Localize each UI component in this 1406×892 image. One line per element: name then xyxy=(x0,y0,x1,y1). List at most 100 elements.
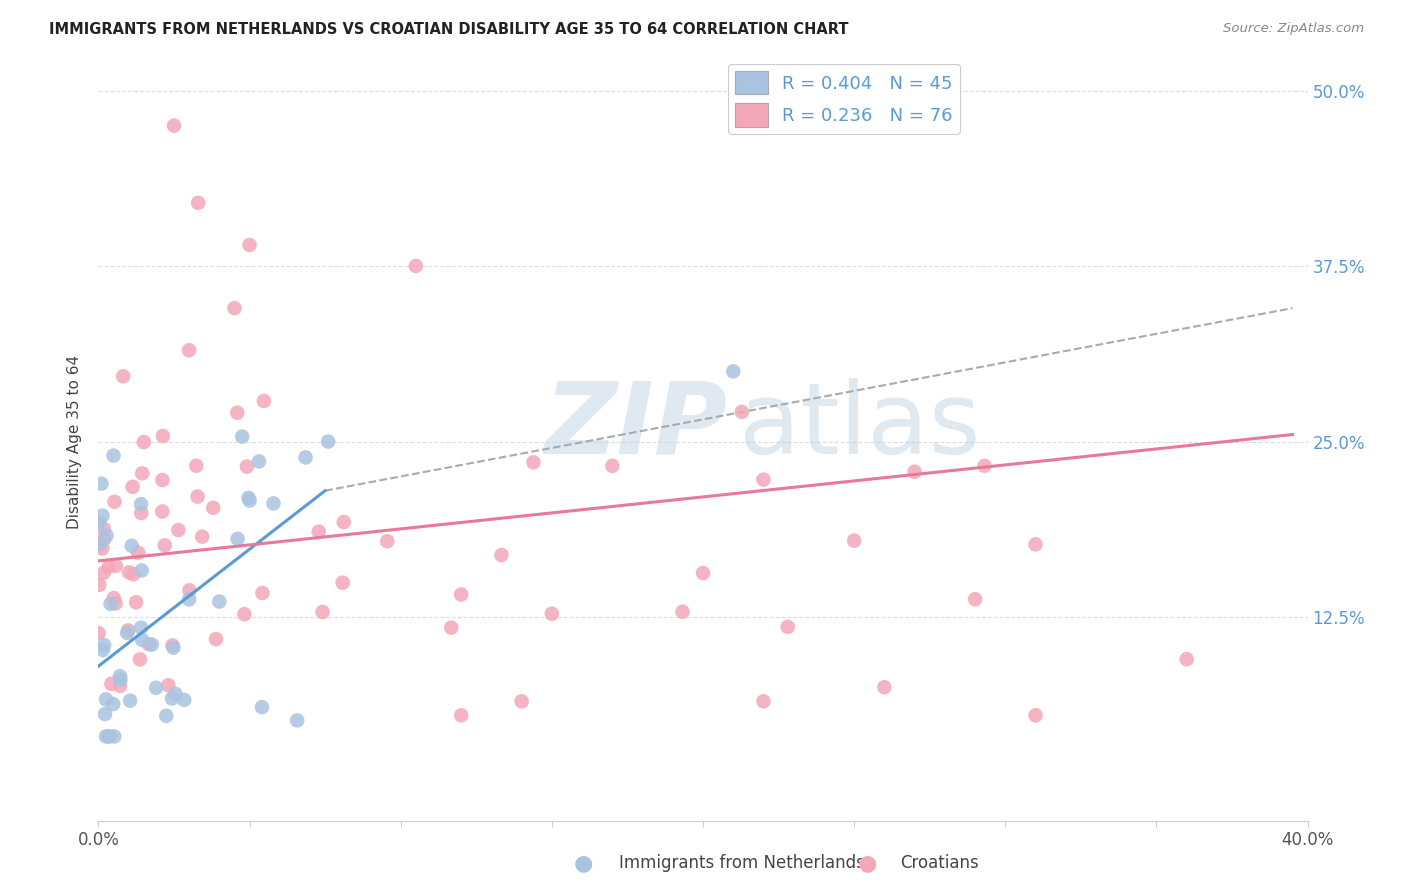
Immigrants from Netherlands xyxy=(250,700,273,714)
Croatians xyxy=(844,533,866,548)
Croatians xyxy=(332,575,354,590)
Immigrants from Netherlands xyxy=(247,454,270,468)
Croatians xyxy=(179,343,201,358)
Croatians xyxy=(91,541,114,556)
Croatians xyxy=(202,500,225,515)
Text: ●: ● xyxy=(574,854,593,873)
Croatians xyxy=(153,538,176,552)
Croatians xyxy=(127,546,149,560)
Immigrants from Netherlands xyxy=(103,449,125,463)
Immigrants from Netherlands xyxy=(129,621,152,635)
Immigrants from Netherlands xyxy=(160,691,183,706)
Croatians xyxy=(87,626,110,640)
Croatians xyxy=(239,238,262,252)
Immigrants from Netherlands xyxy=(89,516,111,530)
Immigrants from Netherlands xyxy=(723,364,745,378)
Immigrants from Netherlands xyxy=(208,594,231,608)
Croatians xyxy=(108,679,131,693)
Croatians xyxy=(104,596,127,610)
Immigrants from Netherlands xyxy=(91,508,114,523)
Text: Immigrants from Netherlands: Immigrants from Netherlands xyxy=(619,855,865,872)
Croatians xyxy=(112,369,135,384)
Immigrants from Netherlands xyxy=(90,476,112,491)
Croatians xyxy=(491,548,513,562)
Immigrants from Netherlands xyxy=(231,429,253,443)
Text: atlas: atlas xyxy=(740,378,981,475)
Croatians xyxy=(1024,708,1046,723)
Immigrants from Netherlands xyxy=(97,730,120,744)
Immigrants from Netherlands xyxy=(131,632,153,647)
Croatians xyxy=(236,459,259,474)
Immigrants from Netherlands xyxy=(285,714,308,728)
Croatians xyxy=(121,480,143,494)
Croatians xyxy=(224,301,246,315)
Immigrants from Netherlands xyxy=(120,693,142,707)
Croatians xyxy=(100,677,122,691)
Croatians xyxy=(179,583,201,598)
Immigrants from Netherlands xyxy=(98,730,121,744)
Legend: R = 0.404   N = 45, R = 0.236   N = 76: R = 0.404 N = 45, R = 0.236 N = 76 xyxy=(728,64,960,134)
Croatians xyxy=(132,435,155,450)
Immigrants from Netherlands xyxy=(96,528,118,542)
Croatians xyxy=(692,566,714,580)
Croatians xyxy=(104,558,127,573)
Croatians xyxy=(187,195,209,210)
Croatians xyxy=(602,458,624,473)
Croatians xyxy=(873,680,896,694)
Croatians xyxy=(776,620,799,634)
Croatians xyxy=(152,473,174,487)
Croatians xyxy=(308,524,330,539)
Croatians xyxy=(103,591,125,605)
Immigrants from Netherlands xyxy=(103,697,125,711)
Croatians xyxy=(965,592,987,607)
Croatians xyxy=(152,429,174,443)
Immigrants from Netherlands xyxy=(238,491,260,505)
Text: ●: ● xyxy=(858,854,877,873)
Croatians xyxy=(162,639,184,653)
Croatians xyxy=(163,119,186,133)
Croatians xyxy=(450,587,472,601)
Croatians xyxy=(131,467,153,481)
Immigrants from Netherlands xyxy=(121,539,143,553)
Immigrants from Netherlands xyxy=(162,640,184,655)
Immigrants from Netherlands xyxy=(316,434,339,449)
Immigrants from Netherlands xyxy=(145,681,167,695)
Immigrants from Netherlands xyxy=(141,638,163,652)
Immigrants from Netherlands xyxy=(165,687,187,701)
Text: IMMIGRANTS FROM NETHERLANDS VS CROATIAN DISABILITY AGE 35 TO 64 CORRELATION CHAR: IMMIGRANTS FROM NETHERLANDS VS CROATIAN … xyxy=(49,22,849,37)
Immigrants from Netherlands xyxy=(94,730,117,744)
Immigrants from Netherlands xyxy=(155,708,177,723)
Text: Source: ZipAtlas.com: Source: ZipAtlas.com xyxy=(1223,22,1364,36)
Croatians xyxy=(205,632,228,646)
Croatians xyxy=(97,560,120,574)
Croatians xyxy=(510,694,533,708)
Croatians xyxy=(540,607,562,621)
Immigrants from Netherlands xyxy=(91,643,114,657)
Croatians xyxy=(440,621,463,635)
Croatians xyxy=(93,533,115,547)
Immigrants from Netherlands xyxy=(115,626,138,640)
Croatians xyxy=(752,694,775,708)
Immigrants from Netherlands xyxy=(93,638,115,652)
Croatians xyxy=(129,652,152,666)
Croatians xyxy=(450,708,472,723)
Croatians xyxy=(252,586,274,600)
Immigrants from Netherlands xyxy=(89,537,111,551)
Croatians xyxy=(167,523,190,537)
Croatians xyxy=(129,506,152,520)
Croatians xyxy=(1175,652,1198,666)
Croatians xyxy=(522,455,544,469)
Croatians xyxy=(138,637,160,651)
Immigrants from Netherlands xyxy=(179,592,201,607)
Immigrants from Netherlands xyxy=(226,532,249,546)
Immigrants from Netherlands xyxy=(131,563,153,577)
Text: ZIP: ZIP xyxy=(544,378,727,475)
Immigrants from Netherlands xyxy=(173,693,195,707)
Croatians xyxy=(226,406,249,420)
Immigrants from Netherlands xyxy=(94,692,117,706)
Text: Croatians: Croatians xyxy=(900,855,979,872)
Croatians xyxy=(1024,537,1046,551)
Croatians xyxy=(118,566,141,580)
Immigrants from Netherlands xyxy=(110,673,132,687)
Croatians xyxy=(103,495,125,509)
